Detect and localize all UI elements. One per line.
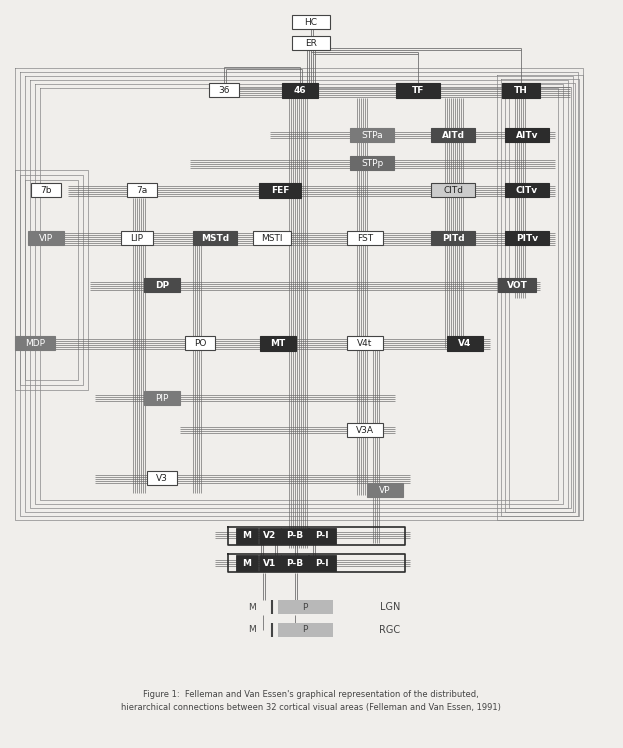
FancyBboxPatch shape (347, 336, 383, 350)
Text: V2: V2 (264, 532, 277, 541)
Text: 36: 36 (218, 85, 230, 94)
FancyBboxPatch shape (350, 128, 394, 142)
Text: TH: TH (514, 85, 528, 94)
FancyBboxPatch shape (281, 555, 309, 571)
Text: FST: FST (357, 233, 373, 242)
FancyBboxPatch shape (282, 82, 318, 97)
Text: MSTd: MSTd (201, 233, 229, 242)
FancyBboxPatch shape (281, 528, 309, 544)
FancyBboxPatch shape (31, 183, 61, 197)
FancyBboxPatch shape (147, 471, 177, 485)
FancyBboxPatch shape (431, 183, 475, 197)
Text: V4: V4 (459, 339, 472, 348)
FancyBboxPatch shape (28, 231, 64, 245)
Text: 7b: 7b (40, 186, 52, 194)
Text: FEF: FEF (271, 186, 289, 194)
Text: V1: V1 (264, 559, 277, 568)
FancyBboxPatch shape (259, 528, 281, 544)
FancyBboxPatch shape (144, 278, 180, 292)
Text: M: M (248, 625, 256, 634)
FancyBboxPatch shape (185, 336, 215, 350)
Text: DP: DP (155, 280, 169, 289)
FancyBboxPatch shape (236, 555, 258, 571)
Text: AITd: AITd (442, 130, 465, 139)
Text: Figure 1:  Felleman and Van Essen's graphical representation of the distributed,: Figure 1: Felleman and Van Essen's graph… (121, 690, 501, 712)
FancyBboxPatch shape (15, 336, 55, 350)
Text: P-I: P-I (315, 532, 329, 541)
FancyBboxPatch shape (308, 555, 336, 571)
Text: AITv: AITv (516, 130, 538, 139)
Text: LGN: LGN (380, 602, 400, 612)
FancyBboxPatch shape (259, 183, 301, 197)
Text: CITd: CITd (443, 186, 463, 194)
Text: VP: VP (379, 485, 391, 494)
FancyBboxPatch shape (253, 231, 291, 245)
FancyBboxPatch shape (367, 483, 403, 497)
FancyBboxPatch shape (396, 82, 440, 97)
Text: PITv: PITv (516, 233, 538, 242)
FancyBboxPatch shape (292, 15, 330, 29)
Text: ER: ER (305, 38, 317, 48)
Text: V3A: V3A (356, 426, 374, 435)
FancyBboxPatch shape (236, 528, 258, 544)
Text: M: M (248, 602, 256, 612)
Text: VIP: VIP (39, 233, 53, 242)
Text: P-B: P-B (287, 559, 303, 568)
Text: MT: MT (270, 339, 285, 348)
Text: PO: PO (194, 339, 206, 348)
FancyBboxPatch shape (505, 128, 549, 142)
FancyBboxPatch shape (308, 528, 336, 544)
FancyBboxPatch shape (193, 231, 237, 245)
Text: TF: TF (412, 85, 424, 94)
FancyBboxPatch shape (350, 156, 394, 170)
Text: HC: HC (305, 17, 318, 26)
Text: M: M (242, 532, 252, 541)
Text: MSTl: MSTl (261, 233, 283, 242)
FancyBboxPatch shape (502, 82, 540, 97)
FancyBboxPatch shape (347, 231, 383, 245)
Text: P-B: P-B (287, 532, 303, 541)
Text: P: P (302, 602, 308, 612)
Text: 46: 46 (293, 85, 307, 94)
FancyBboxPatch shape (505, 231, 549, 245)
Text: PIP: PIP (155, 393, 169, 402)
FancyBboxPatch shape (278, 600, 333, 614)
Text: M: M (242, 559, 252, 568)
FancyBboxPatch shape (505, 183, 549, 197)
Text: 7a: 7a (136, 186, 148, 194)
FancyBboxPatch shape (431, 231, 475, 245)
Text: V4t: V4t (358, 339, 373, 348)
Text: STPa: STPa (361, 130, 383, 139)
FancyBboxPatch shape (121, 231, 153, 245)
FancyBboxPatch shape (260, 336, 296, 351)
Text: VOT: VOT (506, 280, 528, 289)
FancyBboxPatch shape (347, 423, 383, 437)
Text: P: P (302, 625, 308, 634)
Text: MDP: MDP (25, 339, 45, 348)
FancyBboxPatch shape (209, 83, 239, 97)
Text: LIP: LIP (130, 233, 143, 242)
FancyBboxPatch shape (278, 623, 333, 637)
FancyBboxPatch shape (144, 391, 180, 405)
FancyBboxPatch shape (447, 336, 483, 351)
FancyBboxPatch shape (292, 36, 330, 50)
Text: STPp: STPp (361, 159, 383, 168)
FancyBboxPatch shape (259, 555, 281, 571)
FancyBboxPatch shape (127, 183, 157, 197)
FancyBboxPatch shape (498, 278, 536, 292)
FancyBboxPatch shape (431, 128, 475, 142)
Text: CITv: CITv (516, 186, 538, 194)
Text: PITd: PITd (442, 233, 464, 242)
Text: P-I: P-I (315, 559, 329, 568)
Text: RGC: RGC (379, 625, 401, 635)
Text: V3: V3 (156, 473, 168, 482)
